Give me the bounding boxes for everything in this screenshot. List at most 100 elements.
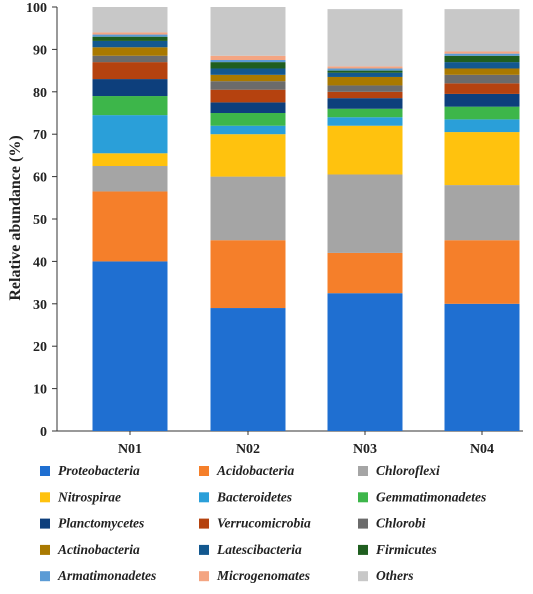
legend-swatch — [199, 466, 209, 476]
bar-segment — [92, 115, 168, 154]
y-tick-label: 0 — [40, 425, 47, 440]
bar-segment — [210, 176, 286, 241]
legend-label: Gemmatimonadetes — [376, 489, 486, 504]
bar-segment — [444, 53, 520, 56]
legend-label: Chloroflexi — [376, 463, 440, 478]
bar-segment — [444, 303, 520, 431]
legend-swatch — [358, 466, 368, 476]
x-tick-label: N02 — [236, 442, 260, 457]
bar-segment — [92, 79, 168, 97]
legend: Proteobacteria Acidobacteria Chloroflexi Ni… — [40, 463, 486, 583]
bar-segment — [444, 93, 520, 107]
bar-segment — [327, 66, 403, 69]
legend-swatch — [40, 544, 50, 555]
legend-swatch — [199, 518, 209, 529]
y-tick-label: 10 — [33, 383, 47, 398]
bar-segment — [327, 76, 403, 86]
legend-swatch — [199, 544, 209, 555]
bar-segment — [444, 132, 520, 186]
bar-segment — [327, 108, 403, 118]
legend-label: Bacteroidetes — [216, 489, 292, 504]
bar-segment — [327, 252, 403, 294]
bar-segment — [327, 72, 403, 77]
bar-segment — [444, 74, 520, 84]
legend-swatch — [199, 492, 209, 503]
bar-segment — [327, 9, 403, 67]
bar-stack-n02 — [210, 7, 286, 431]
y-tick-label: 50 — [33, 213, 47, 228]
bar-segment — [210, 60, 286, 63]
legend-label: Chlorobi — [376, 516, 426, 531]
bar-segment — [327, 125, 403, 175]
legend-swatch — [199, 571, 209, 582]
legend-swatch — [358, 571, 368, 582]
legend-label: Acidobacteria — [216, 463, 294, 478]
bar-segment — [92, 55, 168, 63]
bar-segment — [444, 83, 520, 94]
y-tick-label: 20 — [33, 340, 47, 355]
bar-segment — [210, 308, 286, 431]
legend-label: Armatimonadetes — [57, 568, 156, 583]
bar-segment — [210, 89, 286, 103]
bar-segment — [210, 81, 286, 90]
bar-segment — [92, 166, 168, 192]
bar-segment — [327, 68, 403, 71]
bar-segment — [92, 47, 168, 56]
bar-segment — [327, 174, 403, 253]
bar-segment — [327, 98, 403, 109]
bar-segment — [444, 62, 520, 69]
bar-segment — [210, 7, 286, 56]
bar-segment — [92, 34, 168, 37]
legend-label: Verrucomicrobia — [217, 516, 311, 531]
bar-segment — [444, 68, 520, 75]
y-axis-title: Relative abundance (%) — [7, 135, 24, 300]
y-tick-label: 90 — [33, 43, 47, 58]
x-tick-label: N01 — [118, 442, 142, 457]
bar-segment — [92, 62, 168, 80]
bar-segment — [92, 32, 168, 35]
bar-segment — [327, 293, 403, 431]
y-tick-label: 70 — [33, 128, 47, 143]
bar-segment — [444, 9, 520, 52]
bar-segment — [210, 134, 286, 177]
y-tick-label: 40 — [33, 255, 47, 270]
bar-segment — [327, 117, 403, 126]
bar-segment — [210, 62, 286, 69]
legend-label: Proteobacteria — [58, 463, 140, 478]
bar-segment — [210, 240, 286, 309]
bar-segment — [444, 55, 520, 63]
legend-swatch — [358, 492, 368, 503]
bar-segment — [92, 153, 168, 166]
legend-label: Firmicutes — [375, 542, 437, 557]
legend-swatch — [40, 492, 50, 503]
bar-segment — [210, 68, 286, 75]
bar-segment — [92, 96, 168, 116]
bar-segment — [92, 36, 168, 41]
bar-segment — [92, 261, 168, 431]
legend-label: Others — [376, 568, 414, 583]
x-tick-label: N04 — [470, 442, 494, 457]
y-tick-label: 100 — [26, 1, 47, 16]
bar-segment — [444, 185, 520, 241]
bar-segment — [210, 55, 286, 60]
legend-label: Planctomycetes — [58, 516, 144, 531]
bar-segment — [327, 85, 403, 92]
bar-stack-n01 — [92, 7, 168, 431]
bar-segment — [210, 125, 286, 135]
legend-swatch — [358, 518, 368, 529]
bar-segment — [210, 102, 286, 113]
legend-swatch — [40, 518, 50, 529]
bar-stack-n03 — [327, 9, 403, 431]
bar-segment — [444, 106, 520, 120]
bar-segment — [327, 91, 403, 99]
legend-label: Nitrospirae — [57, 489, 121, 504]
legend-label: Latescibacteria — [216, 542, 302, 557]
legend-swatch — [358, 544, 368, 555]
bar-segment — [92, 7, 168, 33]
y-tick-label: 80 — [33, 86, 47, 101]
legend-swatch — [40, 571, 50, 582]
bar-segment — [327, 70, 403, 73]
legend-label: Actinobacteria — [57, 542, 140, 557]
